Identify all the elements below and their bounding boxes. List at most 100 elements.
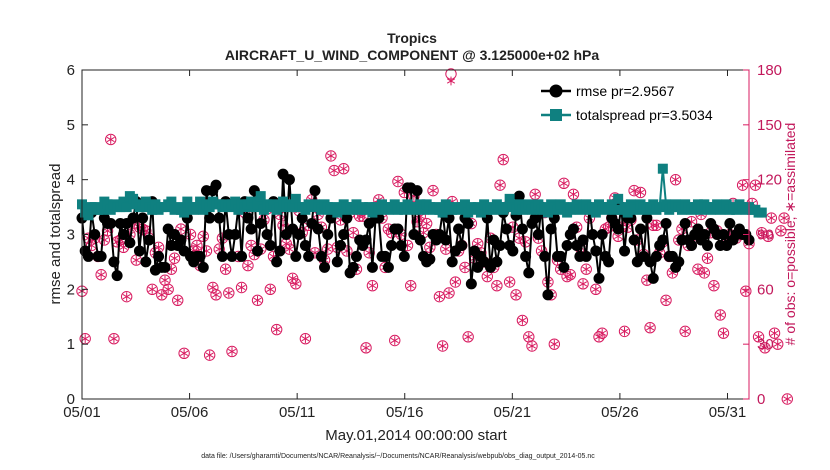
totalspread-point — [137, 202, 148, 213]
rmse-point — [392, 223, 404, 235]
obs-possible-marker — [701, 252, 714, 264]
obs-possible-marker — [503, 276, 516, 288]
totalspread-point — [504, 193, 515, 204]
obs-possible-marker — [226, 345, 238, 358]
totalspread-point — [613, 193, 624, 204]
obs-possible-marker — [286, 272, 299, 285]
totalspread-point — [731, 204, 742, 215]
y-right-tick-label: 180 — [757, 62, 782, 79]
totalspread-point — [437, 207, 448, 218]
totalspread-point — [488, 204, 499, 215]
obs-assimilated-marker — [505, 277, 514, 287]
rmse-point — [252, 245, 264, 257]
rmse-point — [424, 253, 436, 265]
obs-possible-marker — [146, 283, 158, 296]
obs-assimilated-marker — [527, 341, 537, 351]
rmse-point — [347, 261, 359, 273]
obs-possible-marker — [427, 184, 439, 197]
obs-assimilated-marker — [132, 255, 141, 265]
obs-possible-marker — [95, 269, 107, 281]
x-axis-ticks: 05/01 05/06 05/11 05/16 05/21 05/26 05/31 — [63, 70, 746, 421]
y-axis-left-label: rmse and totalspread — [47, 164, 64, 305]
rmse-point — [590, 245, 602, 257]
totalspread-point — [676, 204, 687, 215]
rmse-point — [657, 234, 669, 246]
obs-assimilated-marker — [464, 332, 473, 342]
totalspread-point — [373, 204, 384, 215]
obs-possible-marker — [235, 281, 248, 294]
y-axis-left-ticks: 0 1 2 3 4 5 6 — [67, 62, 88, 408]
rmse-point — [216, 250, 228, 262]
totalspread-point — [140, 196, 151, 207]
rmse-point — [290, 250, 302, 262]
obs-possible-marker — [162, 283, 174, 296]
rmse-point — [507, 245, 519, 257]
obs-possible-marker — [242, 259, 254, 272]
totalspread-point — [558, 202, 569, 213]
rmse-point — [440, 234, 452, 246]
totalspread-point — [399, 204, 410, 215]
obs-possible-marker — [264, 283, 276, 296]
totalspread-point — [268, 199, 279, 210]
rmse-point — [587, 229, 599, 240]
rmse-point — [532, 229, 544, 240]
rmse-point — [411, 185, 423, 197]
rmse-point — [296, 212, 308, 224]
obs-assimilated-marker — [393, 177, 403, 186]
rmse-point — [673, 256, 685, 268]
rmse-point — [299, 239, 311, 251]
obs-possible-marker — [191, 239, 203, 252]
rmse-point — [539, 250, 551, 262]
totalspread-point — [364, 202, 375, 213]
legend-box — [538, 79, 738, 127]
obs-assimilated-marker — [524, 332, 533, 342]
rmse-point — [312, 223, 324, 235]
rmse-point — [82, 250, 94, 262]
obs-possible-marker — [634, 186, 647, 199]
obs-assimilated-marker — [339, 164, 348, 174]
rmse-point — [382, 261, 394, 273]
rmse-point — [242, 212, 254, 224]
totalspread-point — [533, 199, 544, 210]
rmse-point — [529, 212, 541, 224]
obs-assimilated-marker — [518, 316, 527, 325]
rmse-point — [226, 250, 238, 262]
totalspread-point — [654, 202, 665, 213]
obs-assimilated-marker — [266, 284, 275, 294]
rmse-point — [303, 250, 315, 262]
obs-possible-marker — [752, 331, 765, 343]
obs-possible-marker — [564, 269, 576, 281]
rmse-point — [542, 289, 554, 301]
rmse-point — [111, 270, 123, 282]
totalspread-point — [191, 202, 202, 213]
obs-possible-marker — [714, 309, 726, 321]
obs-assimilated-marker — [285, 244, 294, 254]
obs-assimilated-marker — [483, 272, 492, 281]
obs-possible-marker — [778, 212, 790, 224]
obs-assimilated-marker — [566, 270, 575, 280]
obs-possible-marker — [765, 212, 778, 224]
obs-possible-marker — [781, 393, 793, 405]
obs-possible-marker — [628, 184, 640, 197]
obs-possible-marker — [749, 179, 762, 191]
obs-possible-marker — [717, 327, 730, 339]
totalspread-point — [118, 196, 129, 207]
totalspread-point — [230, 196, 241, 207]
y-left-tick-label: 5 — [67, 117, 75, 134]
obs-possible-marker — [462, 331, 474, 343]
totalspread-point — [514, 199, 525, 210]
rmse-point — [117, 229, 129, 240]
obs-assimilated-marker — [719, 328, 728, 338]
rmse-point — [229, 229, 241, 240]
rmse-point — [647, 272, 659, 284]
y-right-tick-label: 30 — [757, 336, 774, 353]
totalspread-point — [204, 202, 215, 213]
x-tick-label: 05/16 — [386, 404, 424, 421]
obs-assimilated-marker — [515, 233, 524, 243]
obs-assimilated-marker — [559, 178, 568, 188]
totalspread-point — [105, 204, 116, 215]
totalspread-point — [606, 199, 617, 210]
totalspread-point — [552, 204, 563, 215]
rmse-point — [236, 250, 248, 262]
obs-possible-marker — [590, 283, 602, 296]
